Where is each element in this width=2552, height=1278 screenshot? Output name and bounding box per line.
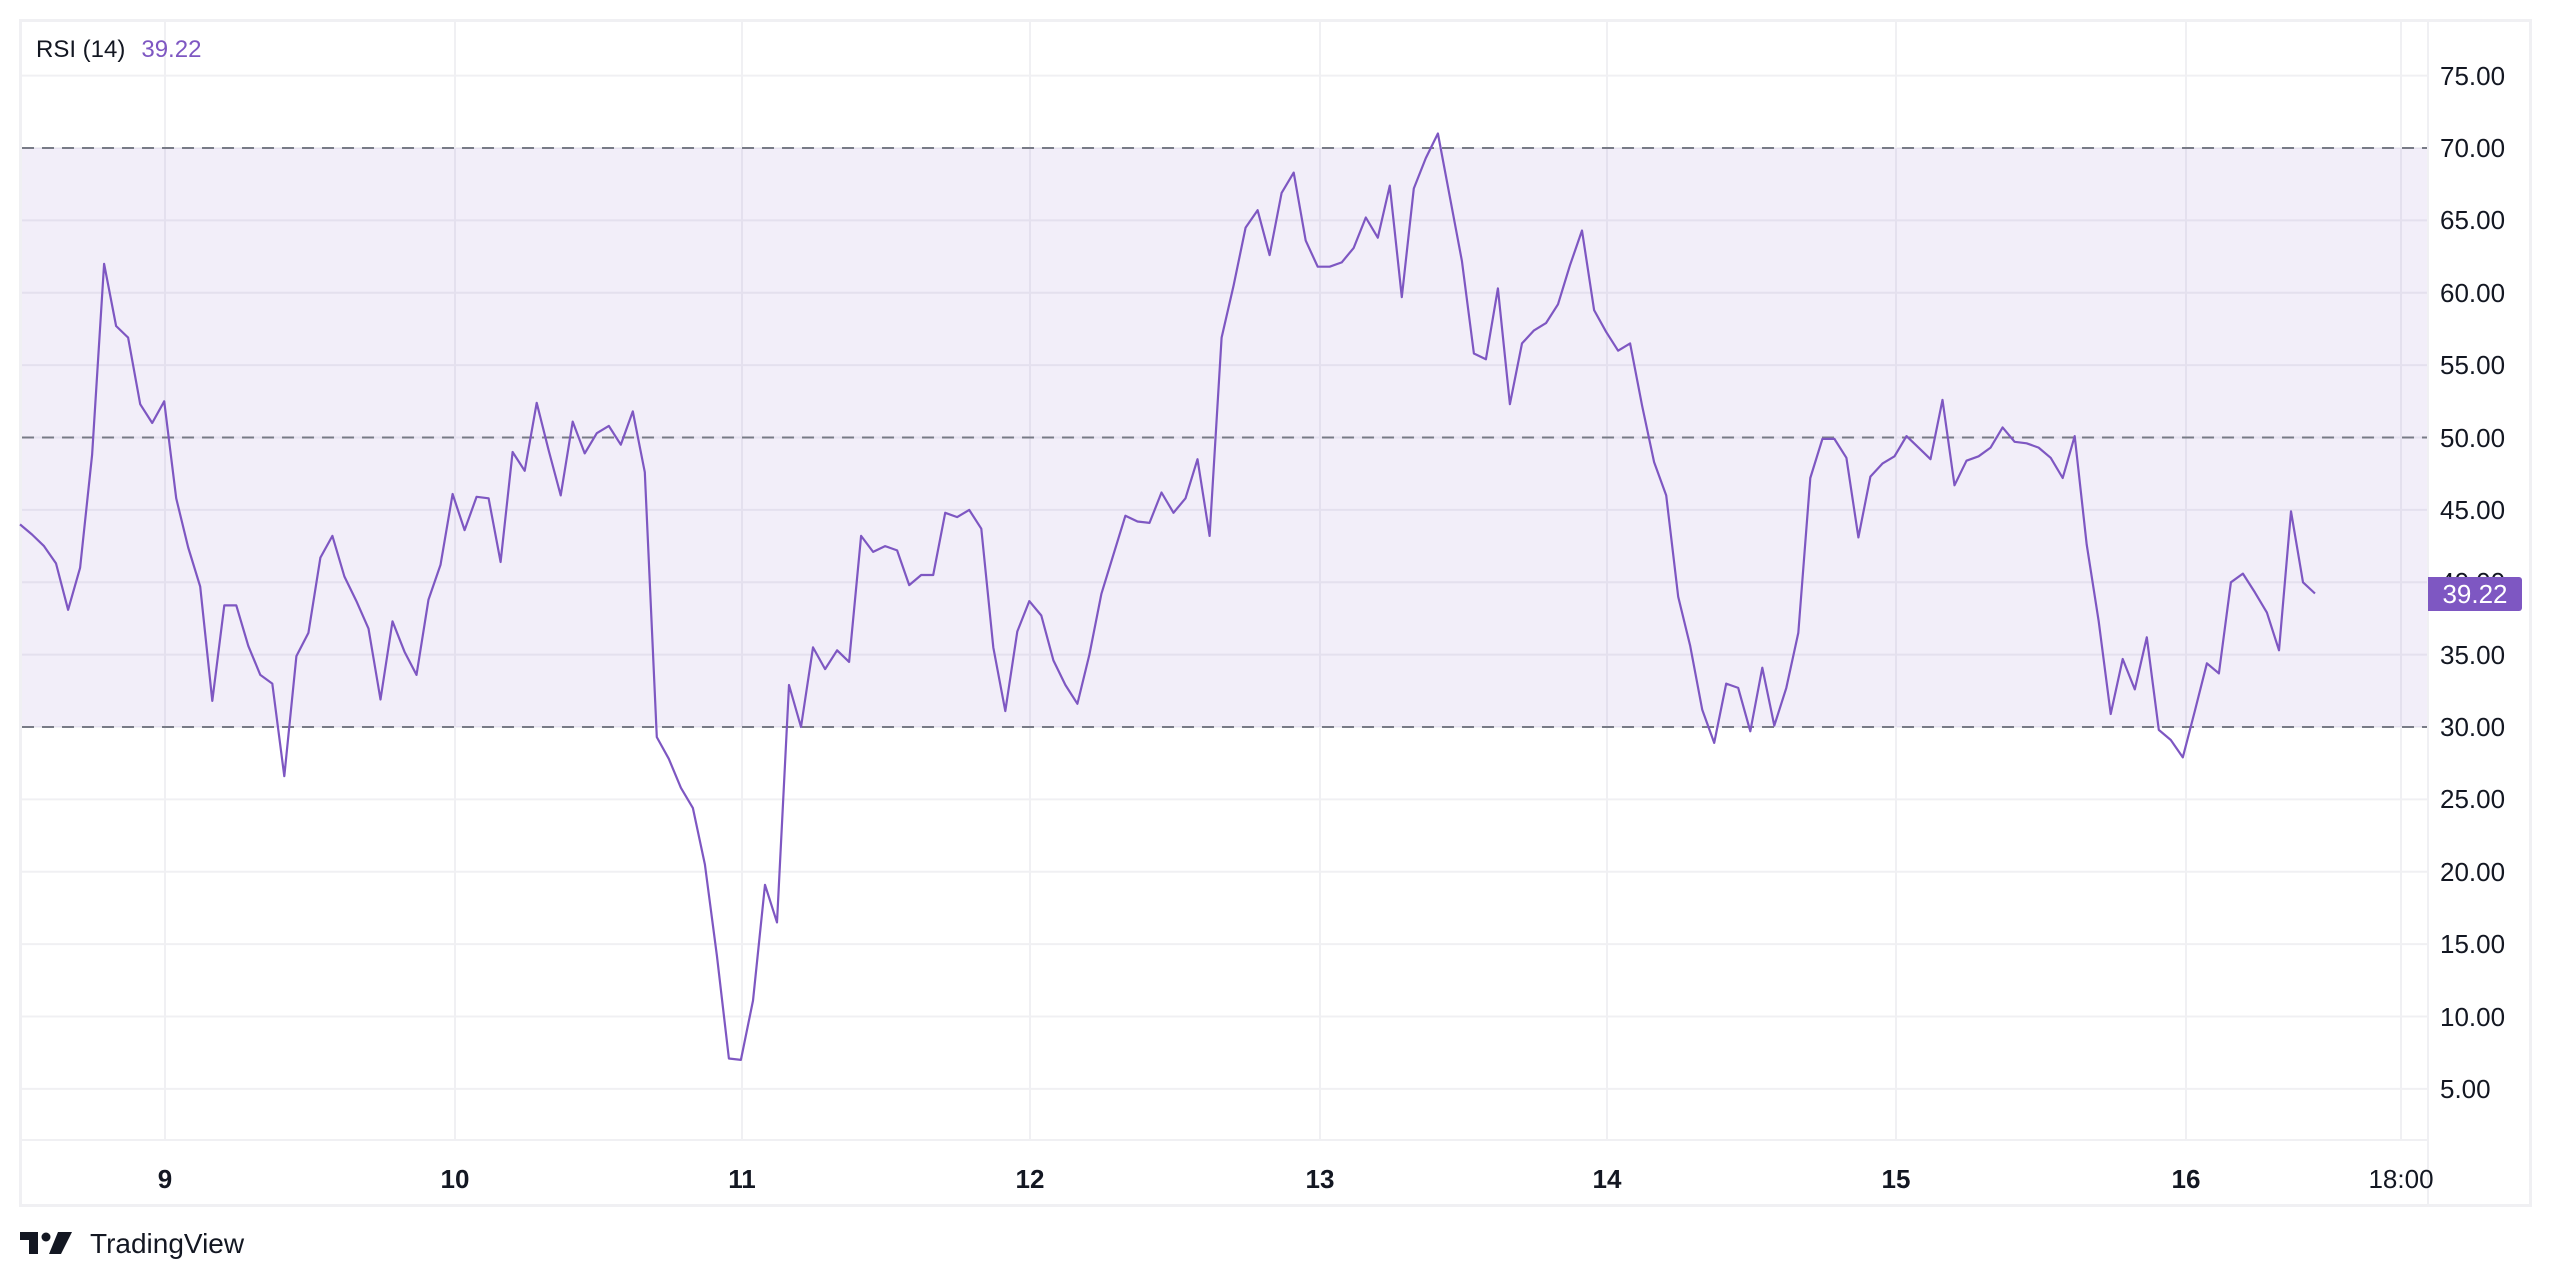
price-tick-label: 65.00 (2440, 205, 2506, 236)
price-tick-label: 25.00 (2440, 784, 2506, 815)
time-tick-label: 16 (2171, 1164, 2201, 1194)
price-tick-label: 60.00 (2440, 277, 2506, 308)
time-tick-label: 15 (1881, 1164, 1911, 1194)
rsi-band-lines (22, 147, 2428, 728)
indicator-legend[interactable]: RSI (14) 39.22 (36, 36, 201, 64)
price-tick-label: 30.00 (2440, 712, 2506, 742)
price-tick-label: 75.00 (2440, 60, 2506, 91)
chart-frame (19, 19, 2532, 1207)
time-tick-label: 18:00 (2368, 1164, 2434, 1194)
time-tick-label: 10 (440, 1164, 470, 1194)
time-tick-label: 13 (1305, 1164, 1335, 1194)
tradingview-logo-icon (20, 1232, 72, 1254)
price-tick-label: 70.00 (2440, 133, 2506, 163)
price-tick-label: 55.00 (2440, 350, 2506, 381)
time-tick-label: 11 (728, 1164, 756, 1194)
time-tick-label: 9 (157, 1164, 173, 1194)
time-tick-label: 14 (1592, 1164, 1622, 1194)
indicator-name: RSI (14) (36, 36, 126, 63)
time-tick-label: 12 (1015, 1164, 1045, 1194)
tradingview-brand[interactable]: TradingView (20, 1228, 244, 1260)
indicator-value: 39.22 (141, 36, 202, 63)
rsi-line (19, 132, 2316, 1062)
last-value-badge: 39.22 (2428, 577, 2522, 611)
price-tick-label: 20.00 (2440, 856, 2506, 887)
price-tick-label: 15.00 (2440, 929, 2506, 960)
price-tick-label: 50.00 (2440, 422, 2506, 453)
price-tick-label: 10.00 (2440, 1001, 2506, 1032)
price-tick-label: 35.00 (2440, 639, 2506, 670)
brand-name: TradingView (90, 1228, 245, 1259)
price-tick-label: 45.00 (2440, 494, 2506, 525)
price-tick-label: 5.00 (2440, 1073, 2491, 1104)
